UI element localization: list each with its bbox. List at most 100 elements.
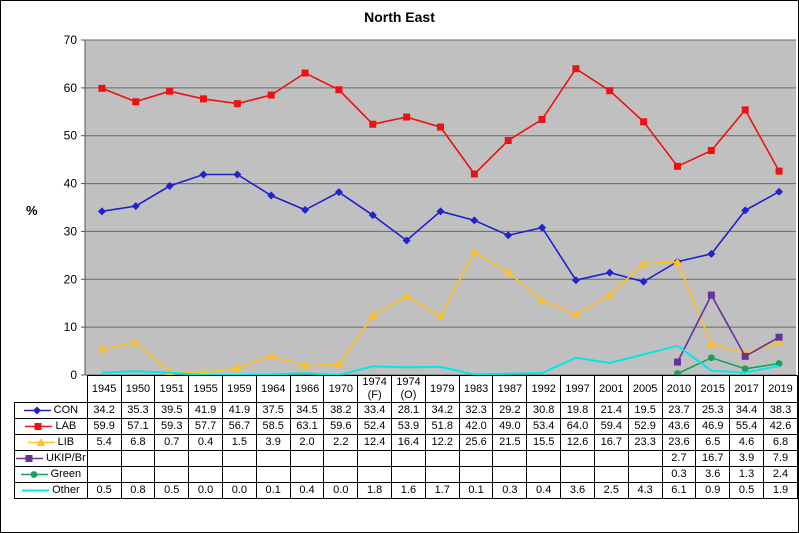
- year-header: 1979: [424, 375, 460, 403]
- value-cell: [458, 450, 494, 467]
- value-cell: 1.5: [221, 434, 257, 451]
- value-cell: 35.3: [120, 402, 156, 419]
- value-cell: 46.9: [695, 418, 731, 435]
- value-cell: 16.4: [391, 434, 426, 451]
- value-cell: 41.9: [188, 402, 223, 419]
- value-cell: 6.8: [120, 434, 156, 451]
- data-point-LAB: [369, 120, 377, 128]
- data-point-LIB: [707, 339, 716, 348]
- year-header: 2017: [729, 375, 764, 403]
- value-cell: 57.7: [188, 418, 223, 435]
- value-cell: 15.5: [526, 434, 562, 451]
- value-cell: [154, 466, 190, 483]
- value-cell: 3.9: [729, 450, 764, 467]
- value-cell: [424, 450, 460, 467]
- data-point-CON: [741, 206, 750, 215]
- data-point-LAB: [267, 91, 275, 99]
- value-cell: 59.4: [593, 418, 629, 435]
- UKIPBr-legend-marker-icon: [25, 454, 33, 462]
- value-cell: [492, 450, 528, 467]
- data-point-LIB: [639, 258, 648, 267]
- value-cell: 1.8: [357, 482, 393, 499]
- data-point-CON: [436, 207, 445, 216]
- LIB-legend-marker-icon: [36, 437, 45, 446]
- data-point-CON: [301, 205, 310, 214]
- value-cell: 49.0: [492, 418, 528, 435]
- data-point-CON: [470, 216, 479, 225]
- value-cell: 34.2: [424, 402, 460, 419]
- value-cell: [255, 450, 291, 467]
- value-cell: 28.1: [391, 402, 426, 419]
- value-cell: [492, 466, 528, 483]
- year-header: 1987: [492, 375, 528, 403]
- data-point-Green: [775, 360, 783, 367]
- year-header: 2010: [661, 375, 697, 403]
- value-cell: [391, 466, 426, 483]
- data-point-CON: [267, 191, 276, 200]
- CON-legend-icon: [23, 406, 51, 415]
- table-row: UKIP/Br 2.7 16.7 3.9 7.9: [14, 450, 798, 467]
- year-header: 1959: [221, 375, 257, 403]
- data-point-LIB: [266, 351, 276, 360]
- data-point-UKIP/Br: [775, 333, 783, 341]
- data-point-LAB: [335, 86, 343, 94]
- value-cell: [526, 466, 562, 483]
- year-header: 1992: [526, 375, 562, 403]
- data-point-UKIP/Br: [707, 291, 715, 299]
- data-point-CON: [571, 276, 580, 285]
- data-point-LIB: [537, 296, 547, 305]
- data-point-CON: [199, 170, 208, 179]
- table-row: LAB 59.9 57.1 59.3 57.7 56.7 58.5 63.1 59.6 52.4 5…: [14, 418, 798, 435]
- series-label: LIB: [57, 436, 75, 449]
- data-point-CON: [334, 188, 343, 197]
- data-point-CON: [368, 211, 377, 220]
- data-point-LAB: [538, 115, 546, 123]
- value-cell: [289, 466, 325, 483]
- value-cell: 30.8: [526, 402, 562, 419]
- value-cell: 1.7: [424, 482, 460, 499]
- value-cell: [357, 466, 393, 483]
- year-header: 1951: [154, 375, 190, 403]
- y-tick-label: 0: [70, 368, 77, 381]
- table-row: LIB 5.4 6.8 0.7 0.4 1.5 3.9 2.0 2.2 12.4 16.4 12.2 2…: [14, 434, 798, 451]
- data-point-LAB: [504, 137, 512, 144]
- value-cell: 0.0: [221, 482, 257, 499]
- data-point-LIB: [300, 360, 310, 369]
- data-point-LAB: [301, 69, 309, 77]
- data-point-LAB: [98, 84, 106, 92]
- value-cell: 41.9: [221, 402, 257, 419]
- data-point-UKIP/Br: [673, 358, 681, 366]
- year-header: 1970: [323, 375, 359, 403]
- data-point-LAB: [199, 95, 207, 103]
- value-cell: 59.3: [154, 418, 190, 435]
- value-cell: 38.2: [323, 402, 359, 419]
- legend-cell: LIB: [14, 434, 88, 451]
- data-point-CON: [538, 223, 547, 232]
- value-cell: 0.4: [188, 434, 223, 451]
- y-tick-label: 10: [64, 320, 78, 334]
- value-cell: [560, 466, 595, 483]
- data-point-CON: [165, 181, 174, 190]
- table-row: CON 34.2 35.3 39.5 41.9 41.9 37.5 34.5 38.2 33.4 2…: [14, 402, 798, 419]
- value-cell: 12.6: [560, 434, 595, 451]
- legend-cell: CON: [14, 402, 88, 419]
- value-cell: [458, 466, 494, 483]
- value-cell: 59.9: [86, 418, 122, 435]
- value-cell: [289, 450, 325, 467]
- value-cell: [323, 466, 359, 483]
- value-cell: 23.3: [627, 434, 663, 451]
- data-point-Green: [707, 354, 715, 362]
- series-label: Other: [52, 484, 80, 497]
- value-cell: 58.5: [255, 418, 291, 435]
- value-cell: 1.9: [762, 482, 798, 499]
- legend-cell: Other: [14, 482, 88, 499]
- value-cell: [424, 466, 460, 483]
- series-label: LAB: [55, 420, 77, 433]
- value-cell: 2.0: [289, 434, 325, 451]
- series-line-UKIP/Br: [676, 293, 780, 363]
- value-cell: 52.4: [357, 418, 393, 435]
- line-chart: 0 10 20 30 40 50 60 70%: [26, 33, 796, 381]
- value-cell: 0.4: [289, 482, 325, 499]
- value-cell: [391, 450, 426, 467]
- table-body: CON 34.2 35.3 39.5 41.9 41.9 37.5 34.5 38.2 33.4 2…: [14, 402, 798, 499]
